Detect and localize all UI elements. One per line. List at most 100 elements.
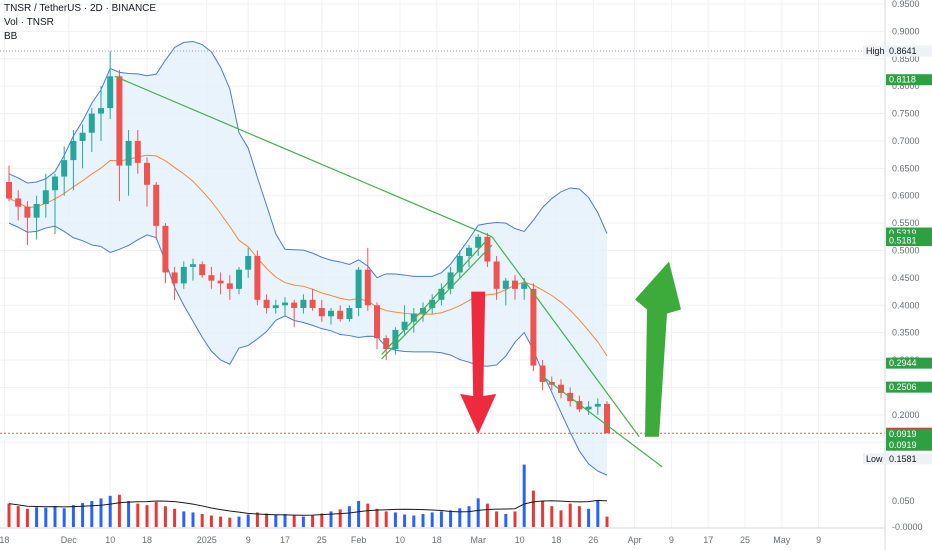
volume-bar	[522, 464, 526, 527]
candle-body	[254, 255, 261, 300]
candle	[226, 275, 233, 300]
volume-axis-tick: -0.0000	[892, 522, 923, 532]
candle	[134, 129, 141, 174]
candle-body	[15, 198, 22, 207]
candle	[493, 255, 500, 300]
candle-body	[364, 269, 371, 306]
price-label-text: 0.8641	[889, 46, 917, 56]
price-tag-bg	[863, 453, 885, 465]
candle	[429, 294, 436, 314]
time-axis-label: 17	[703, 535, 713, 545]
candle-body	[199, 264, 206, 276]
candle-body	[429, 299, 436, 309]
candle	[236, 266, 242, 295]
candle	[107, 51, 114, 120]
trendline-rising-wedge-lower	[381, 244, 493, 360]
volume-bar	[237, 516, 241, 527]
candle	[337, 305, 344, 322]
volume-bar	[393, 512, 397, 527]
candle-body	[346, 308, 353, 319]
volume-bar	[513, 511, 517, 527]
volume-bar	[541, 501, 545, 527]
volume-bar	[53, 506, 57, 527]
volume-bar	[605, 516, 609, 527]
price-axis-tick: 0.8500	[892, 54, 920, 64]
volume-bar	[384, 511, 388, 527]
volume-bar	[467, 506, 471, 527]
volume-bar	[209, 515, 213, 527]
time-axis-label: Feb	[351, 535, 367, 545]
time-axis-label: 26	[588, 535, 598, 545]
volume-bar	[182, 511, 186, 527]
volume-bar	[531, 490, 535, 527]
volume-bar	[366, 503, 370, 527]
price-label-high: 0.8641 High	[863, 45, 932, 57]
volume-axis-tick: 0.050	[892, 496, 915, 506]
volume-bar	[108, 495, 112, 527]
volume-bar	[430, 512, 434, 527]
price-label-vol-green: 0.0919	[886, 428, 932, 440]
time-axis-label: 10	[395, 535, 405, 545]
symbol-title[interactable]: TNSR / TetherUS · 2D · BINANCE	[4, 3, 157, 14]
candle	[217, 272, 224, 295]
volume-bar	[347, 506, 351, 527]
volume-bar	[265, 513, 269, 527]
trendline-falling-wedge-lower	[542, 376, 663, 468]
volume-bar	[587, 508, 591, 527]
candle-body	[236, 269, 242, 289]
candle	[438, 283, 445, 306]
price-label-low: 0.1581 Low	[863, 453, 932, 465]
time-axis-label: 9	[246, 535, 251, 545]
time-axis-label: Mar	[470, 535, 486, 545]
candle	[199, 261, 206, 278]
candle	[52, 173, 58, 235]
trendline-descending-resistance	[114, 75, 493, 238]
volume-bar	[559, 510, 563, 527]
candle	[346, 305, 353, 322]
candle	[328, 308, 334, 325]
candle-body	[355, 269, 362, 309]
candle-body	[79, 132, 86, 141]
price-axis-tick: 0.6000	[892, 191, 920, 201]
candle	[153, 182, 160, 240]
volume-bar	[375, 508, 379, 527]
candle-body	[594, 403, 601, 407]
candle-body	[33, 203, 40, 218]
volume-bar	[439, 511, 443, 527]
volume-bar	[596, 501, 600, 527]
bollinger-indicator-label[interactable]: BB	[4, 31, 18, 42]
candle	[512, 275, 518, 300]
candle-body	[475, 236, 482, 248]
time-axis-label: 10	[105, 535, 115, 545]
volume-bar	[338, 509, 342, 527]
time-axis-label: 2025	[197, 535, 217, 545]
candle-body	[438, 288, 445, 300]
volume-bar	[246, 514, 250, 527]
price-label-green: 0.5319	[886, 227, 932, 239]
volume-bar	[283, 514, 287, 527]
candle	[383, 335, 390, 361]
price-label-bg	[886, 357, 932, 369]
candle-body	[134, 140, 141, 163]
candle	[374, 302, 380, 350]
candle-body	[144, 162, 150, 185]
candle	[70, 129, 77, 191]
candle	[263, 294, 270, 314]
price-label-bg	[886, 235, 932, 247]
volume-bar	[200, 514, 204, 527]
price-label-green: 0.2506	[886, 381, 932, 393]
bollinger-upper-band	[8, 40, 608, 279]
up-arrow	[635, 261, 681, 437]
volume-bar	[550, 506, 554, 527]
volume-bar	[274, 514, 278, 527]
price-tag-text: Low	[866, 454, 883, 464]
candle-body	[539, 365, 546, 382]
price-label-text: 0.5319	[889, 228, 917, 238]
volume-indicator-label[interactable]: Vol · TNSR	[4, 17, 54, 28]
candle-body	[180, 266, 187, 284]
candle-body	[512, 280, 518, 289]
volume-bar	[255, 512, 259, 527]
volume-bar	[568, 503, 572, 527]
candle	[6, 165, 12, 202]
